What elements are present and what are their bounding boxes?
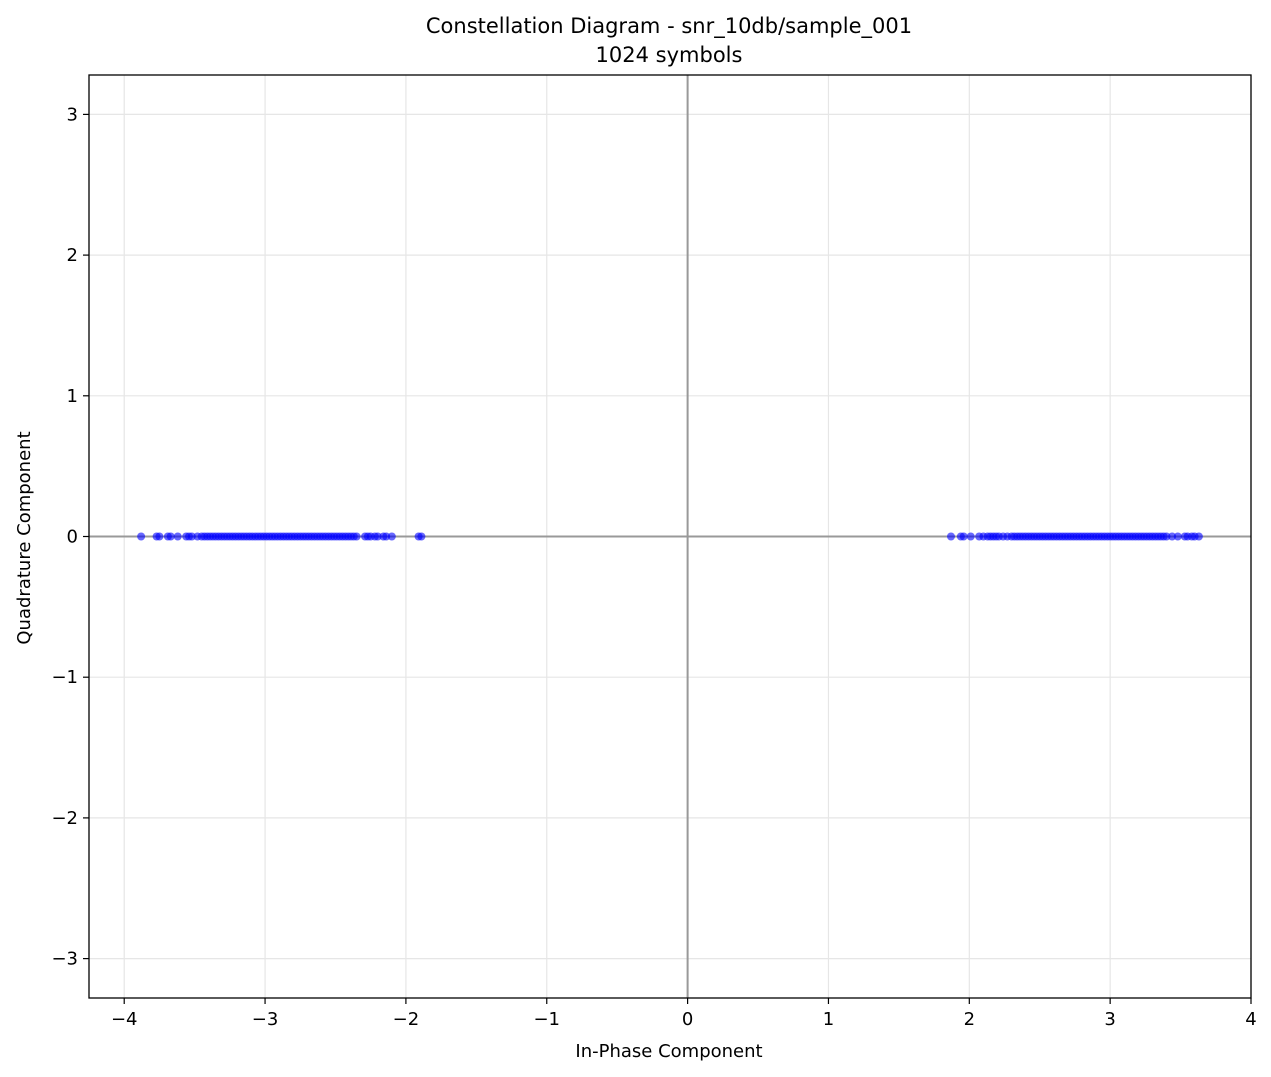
y-tick-label: −1 [51, 667, 78, 688]
chart-subtitle: 1024 symbols [596, 43, 743, 67]
data-point [137, 532, 146, 541]
data-point [1162, 532, 1171, 541]
chart-title: Constellation Diagram - snr_10db/sample_… [426, 14, 912, 39]
x-axis-label: In-Phase Component [575, 1041, 762, 1062]
x-tick-label: 2 [964, 1009, 975, 1030]
data-point [373, 532, 382, 541]
data-point [382, 532, 391, 541]
y-tick-label: 2 [67, 245, 78, 266]
x-tick-label: −3 [252, 1009, 279, 1030]
x-axis-ticks: −4 −3 −2 −1 0 1 2 3 4 [111, 998, 1257, 1030]
x-tick-label: 4 [1245, 1009, 1256, 1030]
x-tick-label: 0 [682, 1009, 693, 1030]
data-point [959, 532, 968, 541]
data-point [352, 532, 361, 541]
y-tick-label: −3 [51, 949, 78, 970]
data-point [417, 532, 426, 541]
data-point [187, 532, 196, 541]
y-tick-label: −2 [51, 808, 78, 829]
data-points [137, 532, 1203, 541]
y-tick-label: 0 [67, 527, 78, 548]
x-tick-label: −4 [111, 1009, 138, 1030]
data-point [966, 532, 975, 541]
data-point [173, 532, 182, 541]
data-point [1173, 532, 1182, 541]
y-tick-label: 3 [67, 104, 78, 125]
data-point [1168, 532, 1177, 541]
x-tick-label: 3 [1104, 1009, 1115, 1030]
data-point [155, 532, 164, 541]
y-tick-label: 1 [67, 386, 78, 407]
data-point [1194, 532, 1203, 541]
x-tick-label: −1 [533, 1009, 560, 1030]
x-tick-label: 1 [823, 1009, 834, 1030]
data-point [166, 532, 175, 541]
y-axis-ticks: −3 −2 −1 0 1 2 3 [51, 104, 89, 970]
data-point [946, 532, 955, 541]
x-tick-label: −2 [393, 1009, 420, 1030]
data-point [387, 532, 396, 541]
y-axis-label: Quadrature Component [14, 431, 35, 644]
